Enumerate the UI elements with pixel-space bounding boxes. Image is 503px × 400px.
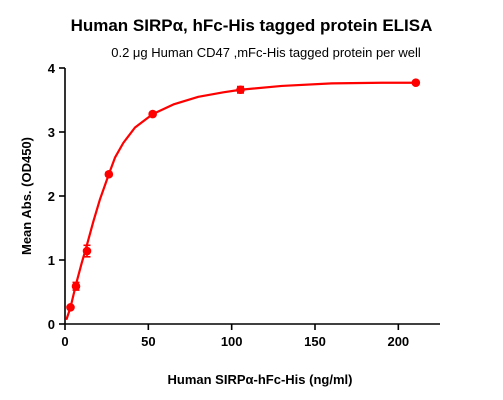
y-tick-label: 3 — [48, 125, 55, 140]
data-point — [66, 303, 75, 312]
y-axis-title: Mean Abs. (OD450) — [19, 137, 34, 255]
chart-subtitle: 0.2 μg Human CD47 ,mFc-His tagged protei… — [111, 45, 421, 60]
x-axis-title: Human SIRPα-hFc-His (ng/ml) — [168, 372, 353, 387]
x-tick-label: 200 — [387, 334, 409, 349]
chart-title: Human SIRPα, hFc-His tagged protein ELIS… — [70, 16, 433, 35]
y-tick-label: 1 — [48, 253, 55, 268]
x-tick-label: 50 — [141, 334, 155, 349]
y-tick-label: 0 — [48, 317, 55, 332]
y-tick-label: 4 — [48, 61, 56, 76]
data-point — [71, 281, 81, 291]
data-point — [148, 109, 157, 119]
data-point — [236, 85, 245, 95]
x-tick-label: 150 — [304, 334, 326, 349]
x-tick-label: 100 — [221, 334, 243, 349]
series-layer — [65, 78, 421, 320]
data-point — [411, 78, 421, 88]
x-tick-label: 0 — [61, 334, 68, 349]
data-point — [82, 246, 92, 256]
y-tick-label: 2 — [48, 189, 55, 204]
chart-axes: 0 1 2 3 4 0 50 100 150 200 — [48, 61, 440, 349]
fit-curve — [65, 81, 417, 320]
data-point — [104, 169, 114, 179]
